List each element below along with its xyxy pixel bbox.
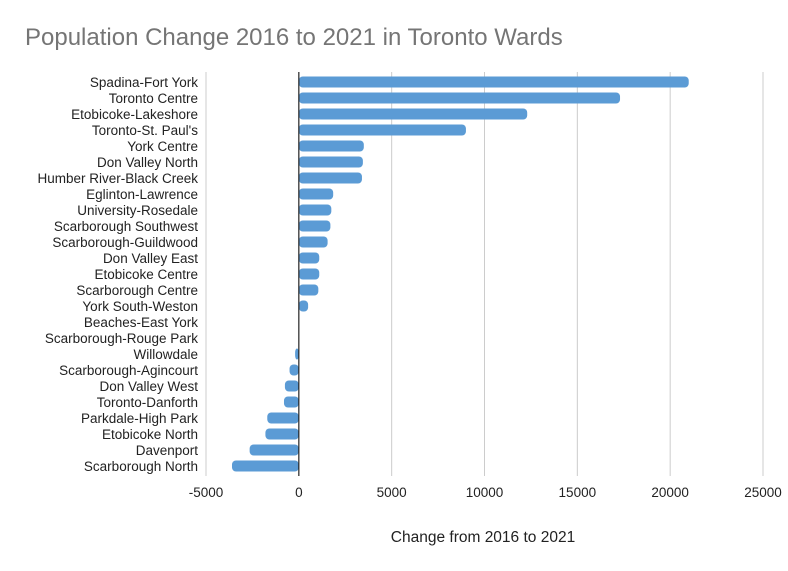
category-label: University-Rosedale (77, 203, 198, 218)
bar (289, 364, 299, 376)
bar (231, 460, 299, 472)
bar (265, 428, 299, 440)
bar (298, 284, 319, 296)
category-label: Scarborough North (84, 459, 198, 474)
category-label: Scarborough-Agincourt (59, 363, 198, 378)
x-tick-labels: -5000 0 5000 10000 15000 20000 25000 (189, 485, 782, 500)
bar (298, 140, 364, 152)
x-tick-label: 0 (295, 485, 303, 500)
x-tick-label: 25000 (744, 485, 782, 500)
category-label: Davenport (136, 443, 199, 458)
bar (283, 396, 299, 408)
category-label: York Centre (127, 139, 198, 154)
category-label: Parkdale-High Park (81, 411, 198, 426)
category-label: Scarborough Southwest (54, 219, 198, 234)
category-label: Willowdale (133, 347, 198, 362)
gridlines (205, 72, 764, 476)
category-label: Beaches-East York (84, 315, 198, 330)
bar (249, 444, 299, 456)
bar (298, 300, 309, 312)
x-axis-title: Change from 2016 to 2021 (391, 529, 575, 546)
bar (298, 156, 363, 168)
category-label: Etobicoke Centre (94, 267, 198, 282)
bar (298, 172, 362, 184)
category-label: Scarborough-Rouge Park (45, 331, 198, 346)
category-label: Toronto-St. Paul's (92, 123, 198, 138)
category-label: Humber River-Black Creek (37, 171, 198, 186)
x-tick-label: 5000 (377, 485, 407, 500)
category-label: York South-Weston (82, 299, 198, 314)
category-label: Etobicoke-Lakeshore (71, 107, 198, 122)
category-label: Scarborough Centre (76, 283, 198, 298)
bar (298, 76, 689, 88)
bar (298, 204, 332, 216)
bar (298, 92, 621, 104)
category-label: Toronto-Danforth (97, 395, 198, 410)
bar (298, 220, 331, 232)
category-label: Don Valley West (99, 379, 198, 394)
bar (298, 188, 334, 200)
x-tick-label: 20000 (651, 485, 689, 500)
category-label: Spadina-Fort York (90, 75, 198, 90)
bar (298, 252, 320, 264)
bar (298, 236, 328, 248)
bar (267, 412, 299, 424)
chart-title: Population Change 2016 to 2021 in Toront… (25, 24, 563, 51)
category-label: Toronto Centre (109, 91, 198, 106)
bar (298, 268, 320, 280)
bar (298, 108, 528, 120)
category-label: Scarborough-Guildwood (52, 235, 198, 250)
category-label: Don Valley East (103, 251, 198, 266)
x-tick-label: 15000 (559, 485, 597, 500)
x-tick-label: 10000 (466, 485, 504, 500)
bar (298, 124, 466, 136)
category-label: Eglinton-Lawrence (86, 187, 198, 202)
bars (231, 76, 689, 472)
bar (295, 348, 299, 360)
x-tick-label: -5000 (189, 485, 224, 500)
bar (284, 380, 299, 392)
category-label: Don Valley North (97, 155, 198, 170)
category-label: Etobicoke North (102, 427, 198, 442)
